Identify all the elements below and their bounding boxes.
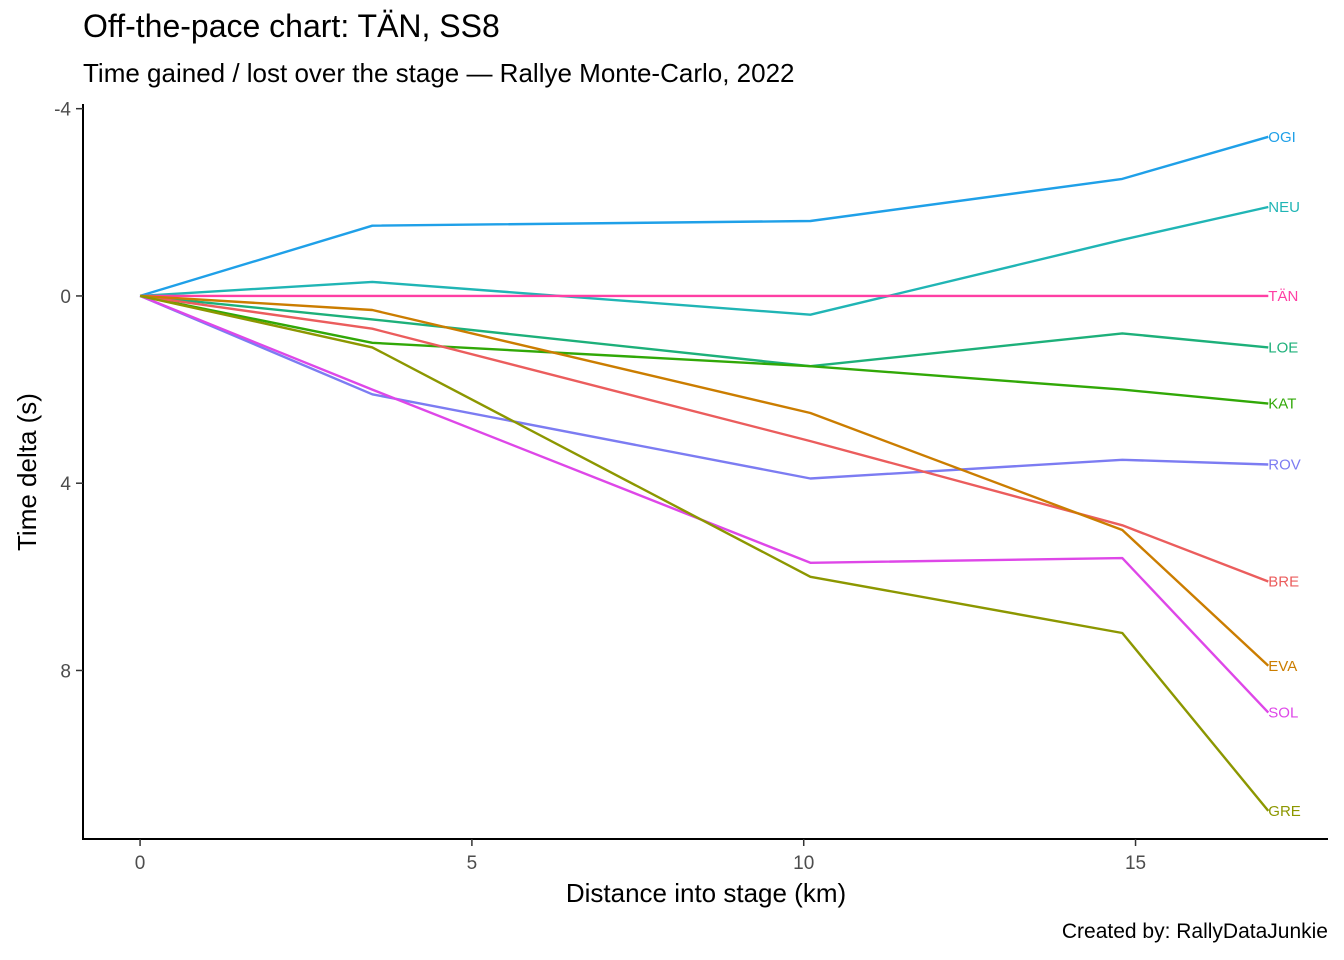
x-tick-label: 5 [467, 853, 478, 874]
end-label-bre: BRE [1268, 574, 1299, 591]
series-line-sol [139, 294, 1270, 714]
series-line-eva [140, 294, 1270, 667]
axis-ticks: 0 5 10 15 -4 0 4 8 [54, 100, 1146, 874]
y-tick-label: 8 [60, 661, 71, 682]
end-label-kat: KAT [1268, 396, 1296, 413]
end-label-rov: ROV [1268, 457, 1301, 474]
end-label-sol: SOL [1268, 705, 1298, 722]
end-label-neu: NEU [1268, 199, 1300, 216]
end-label-eva: EVA [1268, 658, 1297, 675]
series-line-neu [140, 205, 1269, 316]
series-end-labels: OGI NEU TÄN LOE KAT ROV BRE EVA SOL GRE [1268, 129, 1301, 820]
series-line-gre [139, 294, 1270, 812]
x-tick-label: 10 [793, 853, 814, 874]
x-tick-label: 0 [135, 853, 146, 874]
end-label-loe: LOE [1268, 339, 1298, 356]
y-tick-label: 4 [60, 474, 71, 495]
y-tick-label: -4 [54, 100, 71, 121]
x-tick-label: 15 [1125, 853, 1146, 874]
series-line-rov [139, 294, 1269, 480]
end-label-tän: TÄN [1268, 288, 1298, 305]
y-axis-title: Time delta (s) [12, 393, 42, 551]
axes [82, 104, 1328, 840]
end-label-gre: GRE [1268, 803, 1301, 820]
series-lines [139, 135, 1270, 812]
chart-title: Off-the-pace chart: TÄN, SS8 [83, 8, 500, 44]
series-line-bre [139, 294, 1269, 583]
y-tick-label: 0 [60, 287, 71, 308]
series-line-kat [139, 294, 1269, 405]
chart-caption: Created by: RallyDataJunkie [1061, 920, 1328, 943]
chart-subtitle: Time gained / lost over the stage — Rall… [83, 58, 795, 88]
x-axis-title: Distance into stage (km) [566, 878, 846, 908]
series-line-ogi [139, 135, 1269, 298]
end-label-ogi: OGI [1268, 129, 1296, 146]
